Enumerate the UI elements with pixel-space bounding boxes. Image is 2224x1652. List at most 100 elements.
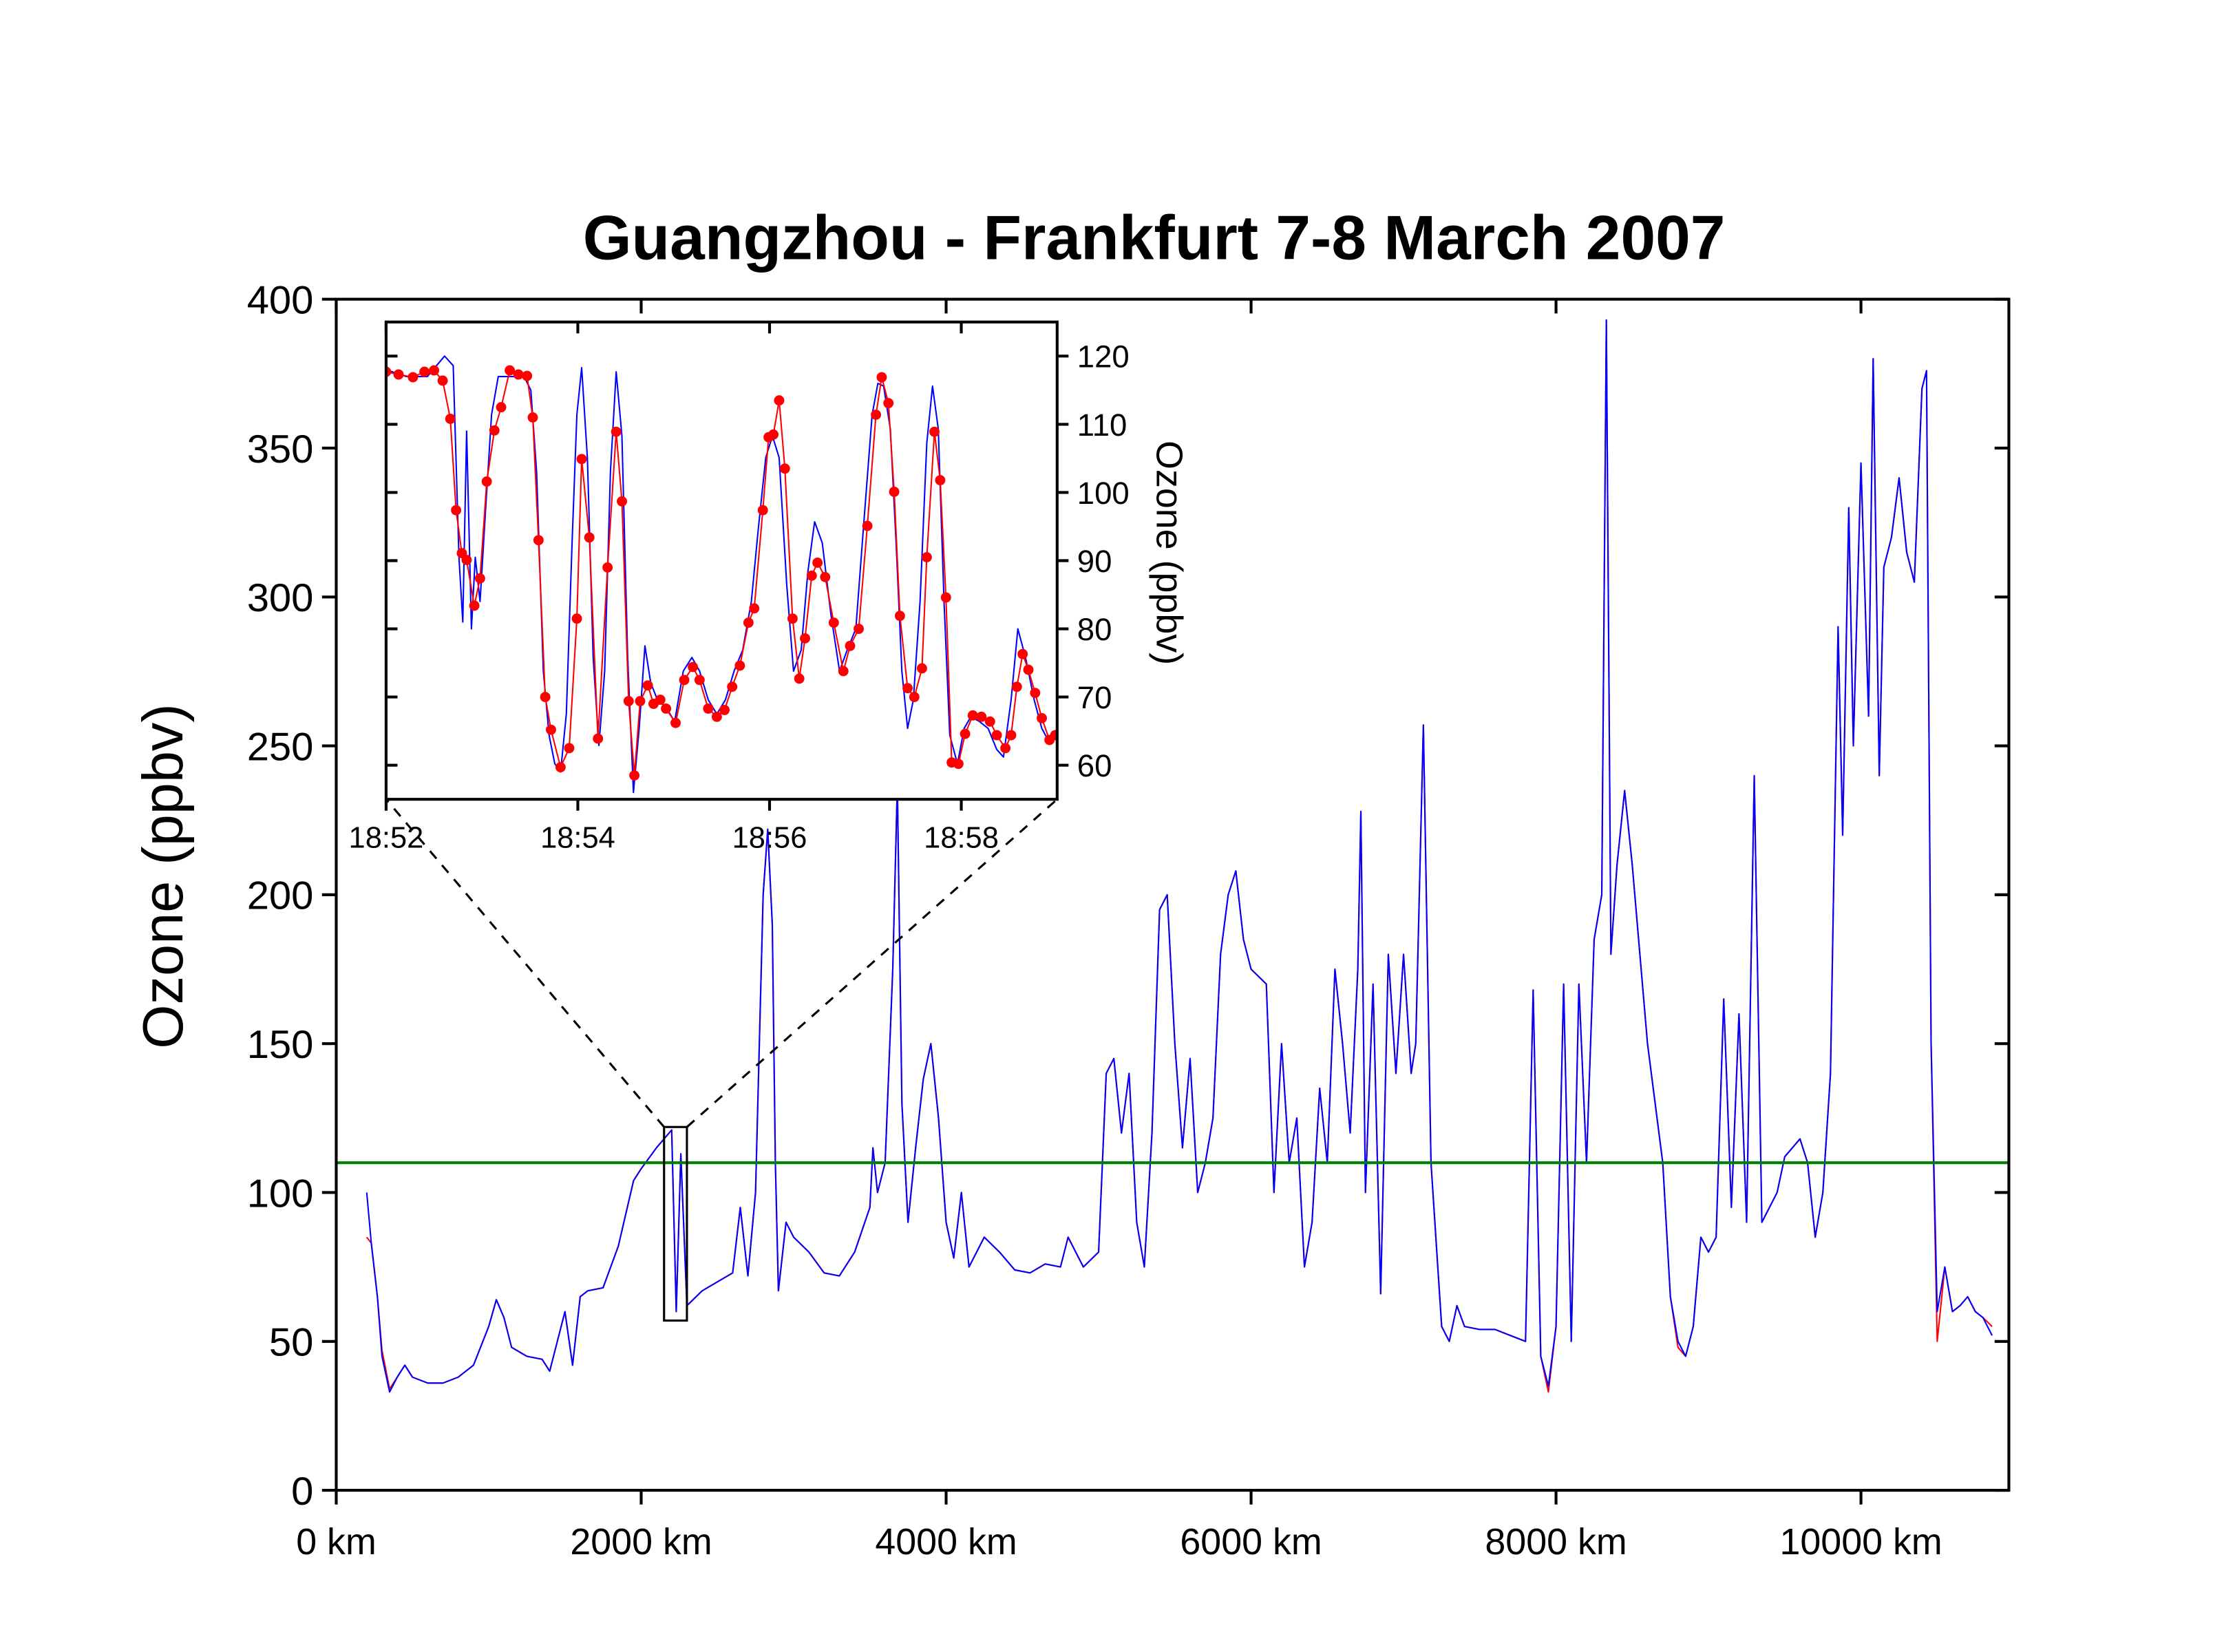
series-group <box>385 355 1057 794</box>
data-point <box>1011 681 1022 692</box>
data-point <box>481 476 492 487</box>
data-point <box>540 692 551 703</box>
data-point <box>774 395 785 406</box>
data-point <box>960 728 971 739</box>
data-point <box>1000 743 1011 754</box>
plot-1: 60 70 80 90 100 110 120 18:52 18:54 18:56 18:58 <box>349 320 1130 855</box>
data-point <box>576 454 587 465</box>
data-point <box>727 681 738 692</box>
data-point <box>757 505 768 516</box>
data-point <box>661 703 672 714</box>
data-point <box>513 369 524 380</box>
data-point <box>429 365 440 376</box>
data-point <box>800 633 810 644</box>
inset-y-axis-label: Ozone (ppbv) <box>1149 441 1190 665</box>
zoom-connector <box>686 798 1058 1128</box>
data-point <box>967 710 978 721</box>
data-point <box>749 603 760 614</box>
data-point <box>1017 648 1028 659</box>
data-point <box>1006 730 1017 741</box>
data-point <box>670 717 681 728</box>
y-tick-label: 150 <box>247 1023 314 1067</box>
data-point <box>629 770 640 781</box>
data-point <box>883 398 894 409</box>
data-point <box>711 711 722 722</box>
data-point <box>976 711 987 722</box>
data-point <box>921 552 932 562</box>
data-point <box>407 372 419 383</box>
data-point <box>991 730 1002 741</box>
y-tick-label: 200 <box>247 874 314 918</box>
data-point <box>1030 688 1041 699</box>
y-tick-label: 70 <box>1077 680 1112 715</box>
x-tick-label: 4000 km <box>875 1521 1017 1563</box>
x-tick-label: 18:54 <box>540 822 615 855</box>
data-point <box>623 696 634 707</box>
data-point <box>862 520 873 531</box>
data-point <box>838 666 849 677</box>
data-point <box>584 532 595 543</box>
x-tick-label: 18:56 <box>732 822 807 855</box>
y-tick-label: 90 <box>1077 544 1112 579</box>
data-point <box>505 365 516 376</box>
data-point <box>1050 730 1057 741</box>
data-point <box>828 617 839 628</box>
data-point <box>688 661 699 673</box>
x-tick-label: 0 km <box>296 1521 377 1563</box>
data-point <box>419 366 430 377</box>
data-point <box>876 372 887 383</box>
data-point <box>469 600 480 611</box>
data-point <box>916 663 927 674</box>
y-tick-label: 60 <box>1077 748 1112 783</box>
chart-title: Guangzhou - Frankfurt 7-8 March 2007 <box>583 204 1726 273</box>
data-point <box>845 640 856 651</box>
y-tick-label: 300 <box>247 576 314 620</box>
data-point <box>533 535 544 546</box>
y-tick-label: 50 <box>269 1321 313 1365</box>
x-tick-label: 2000 km <box>570 1521 712 1563</box>
data-point <box>617 496 627 507</box>
data-point <box>743 617 754 628</box>
x-tick-label: 10000 km <box>1779 1521 1942 1563</box>
data-point <box>779 463 790 474</box>
y-tick-label: 110 <box>1077 407 1127 443</box>
data-point <box>1023 664 1034 675</box>
data-point <box>909 692 920 703</box>
plot-background <box>385 321 1057 800</box>
data-point <box>474 573 485 584</box>
data-point <box>703 703 714 714</box>
series-line <box>366 319 1993 1393</box>
x-tick-label: 18:52 <box>349 822 424 855</box>
data-point <box>935 475 946 486</box>
y-tick-label: 400 <box>247 279 314 323</box>
data-point <box>820 571 831 582</box>
data-point <box>451 505 462 516</box>
zoom-connector <box>385 798 665 1128</box>
zoom-box <box>663 1125 688 1322</box>
data-point <box>694 675 705 686</box>
data-point <box>940 592 951 603</box>
data-point <box>719 704 730 715</box>
data-point <box>489 425 500 436</box>
data-point <box>655 695 666 706</box>
data-point <box>496 402 507 413</box>
data-point <box>437 375 448 386</box>
data-point <box>445 414 456 424</box>
data-point <box>611 426 622 437</box>
data-point <box>812 558 823 568</box>
data-point <box>894 611 905 622</box>
data-point <box>461 555 472 565</box>
data-point <box>602 562 613 573</box>
y-tick-label: 80 <box>1077 612 1112 647</box>
y-tick-label: 350 <box>247 427 314 472</box>
data-point <box>393 369 404 380</box>
x-tick-label: 6000 km <box>1180 1521 1322 1563</box>
data-point <box>787 613 798 624</box>
data-point <box>593 733 604 744</box>
data-point <box>546 724 556 735</box>
data-point <box>871 410 882 420</box>
data-point <box>953 759 964 770</box>
data-point <box>635 696 646 707</box>
data-point <box>768 429 779 440</box>
